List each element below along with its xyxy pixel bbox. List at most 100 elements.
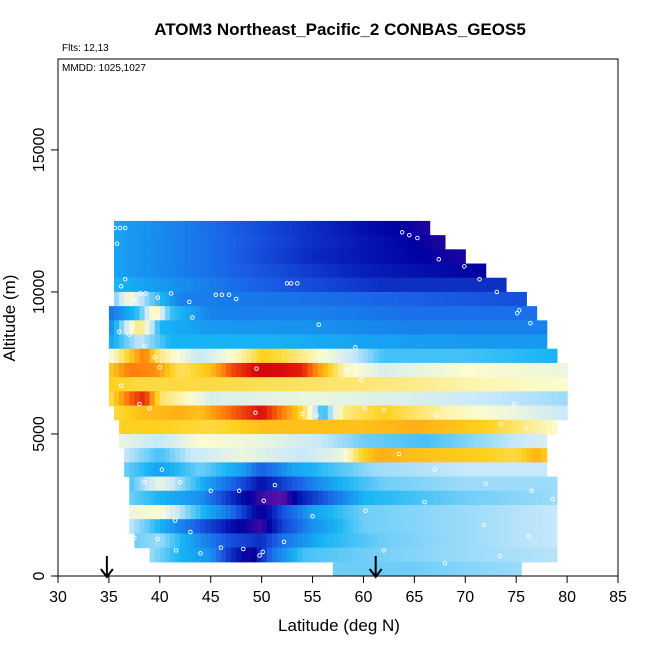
heatmap-cell (500, 377, 507, 392)
heatmap-cell (383, 490, 390, 506)
heatmap-cell (378, 320, 385, 336)
heatmap-cell (185, 348, 191, 364)
heatmap-cell (175, 433, 181, 449)
heatmap-cell (108, 320, 115, 336)
heatmap-cell (185, 547, 191, 563)
heatmap-cell (114, 334, 120, 350)
heatmap-cell (358, 433, 365, 449)
heatmap-cell (159, 334, 166, 350)
heatmap-cell (170, 519, 176, 534)
heatmap-cell (327, 519, 334, 534)
heatmap-cell (307, 277, 314, 293)
heatmap-cell (256, 405, 263, 421)
heatmap-cell (353, 362, 359, 378)
heatmap-cell (424, 533, 431, 549)
heatmap-cell (495, 504, 502, 520)
heatmap-cell (139, 462, 146, 478)
heatmap-cell (373, 249, 380, 265)
heatmap-cell (159, 291, 166, 307)
heatmap-cell (460, 533, 466, 549)
heatmap-cell (134, 291, 141, 307)
heatmap-cell (358, 263, 365, 279)
heatmap-cell (455, 263, 461, 279)
heatmap-cell (404, 277, 410, 293)
heatmap-cell (531, 533, 538, 549)
heatmap-cell (434, 235, 441, 250)
heatmap-cell (170, 334, 176, 350)
heatmap-cell (282, 419, 288, 435)
heatmap-cell (266, 490, 273, 506)
heatmap-cell (256, 334, 263, 350)
heatmap-cell (521, 448, 527, 463)
heatmap-cell (506, 377, 512, 392)
heatmap-cell (444, 249, 451, 265)
heatmap-cell (287, 362, 293, 378)
heatmap-cell (439, 519, 446, 534)
heatmap-cell (322, 476, 329, 492)
heatmap-cell (373, 433, 380, 449)
heatmap-cell (500, 348, 507, 364)
heatmap-cell (414, 220, 421, 236)
heatmap-cell (271, 348, 278, 364)
observation-point (241, 546, 246, 552)
heatmap-cell (154, 249, 161, 265)
heatmap-cell (205, 448, 212, 463)
heatmap-cell (190, 476, 197, 492)
heatmap-cell (434, 348, 441, 364)
heatmap-cell (266, 277, 273, 293)
heatmap-cell (439, 547, 446, 563)
heatmap-cell (475, 448, 482, 463)
heatmap-cell (215, 405, 222, 421)
observation-point (132, 298, 137, 303)
heatmap-cell (500, 547, 507, 563)
heatmap-cell (358, 533, 365, 549)
heatmap-cell (124, 249, 130, 265)
heatmap-cell (343, 235, 349, 250)
heatmap-cell (170, 306, 176, 321)
heatmap-cell (348, 277, 354, 293)
heatmap-cell (419, 405, 426, 421)
heatmap-cell (236, 462, 242, 478)
heatmap-cell (343, 405, 349, 421)
heatmap-cell (521, 533, 527, 549)
heatmap-cell (511, 533, 517, 549)
x-tick-label: 35 (100, 589, 118, 606)
heatmap-cell (119, 433, 125, 449)
heatmap-cell (368, 448, 375, 463)
heatmap-cell (302, 519, 309, 534)
heatmap-cell (119, 235, 125, 250)
heatmap-cell (450, 263, 456, 279)
heatmap-cell (506, 519, 512, 534)
heatmap-cell (226, 334, 232, 350)
heatmap-cell (434, 263, 441, 279)
heatmap-cell (149, 476, 156, 492)
heatmap-cell (251, 291, 258, 307)
heatmap-cell (419, 306, 426, 321)
observation-point (219, 292, 225, 298)
heatmap-cell (180, 391, 186, 407)
heatmap-cell (256, 533, 263, 549)
heatmap-cell (332, 476, 339, 492)
heatmap-cell (220, 391, 227, 407)
heatmap-cell (495, 277, 502, 293)
heatmap-cell (506, 490, 512, 506)
x-tick-label: 60 (355, 589, 373, 606)
heatmap-cell (414, 462, 421, 478)
heatmap-cell (394, 448, 400, 463)
heatmap-cell (551, 533, 558, 549)
heatmap-cell (185, 448, 191, 463)
heatmap-cell (414, 320, 421, 336)
heatmap-cell (444, 277, 451, 293)
heatmap-cell (175, 320, 181, 336)
heatmap-cell (231, 334, 237, 350)
heatmap-cell (455, 391, 461, 407)
heatmap-cell (414, 306, 421, 321)
heatmap-cell (231, 348, 237, 364)
heatmap-cell (231, 391, 237, 407)
heatmap-cell (246, 348, 253, 364)
heatmap-cell (256, 547, 263, 563)
heatmap-cell (292, 490, 298, 506)
heatmap-cell (373, 476, 380, 492)
heatmap-cell (373, 235, 380, 250)
heatmap-cell (226, 391, 232, 407)
